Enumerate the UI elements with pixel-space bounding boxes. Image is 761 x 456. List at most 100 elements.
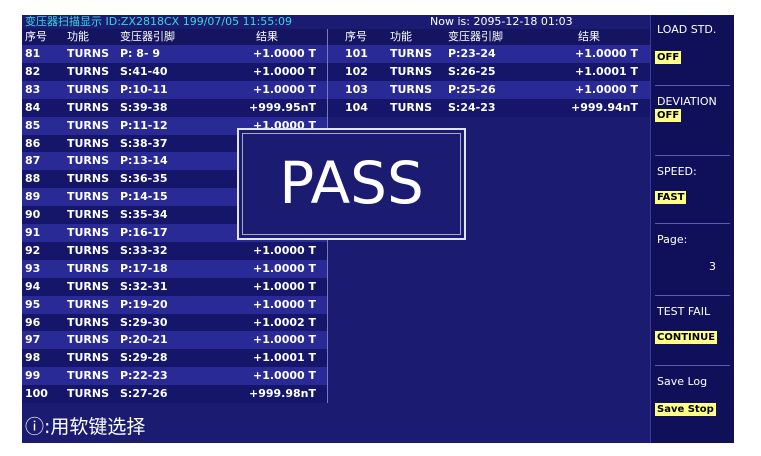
function: TURNS (67, 118, 110, 132)
row-stripe (22, 385, 327, 404)
pin: P:19-20 (120, 297, 168, 311)
row-stripe (22, 367, 327, 386)
row-stripe (328, 80, 650, 99)
step-no: 95 (25, 297, 41, 311)
pin: S:41-40 (120, 64, 168, 78)
row-stripe (22, 62, 327, 81)
column-header: 结果 (578, 30, 600, 43)
function: TURNS (390, 47, 433, 60)
step-no: 104 (345, 100, 368, 114)
pin: P:10-11 (120, 82, 168, 96)
row-stripe (22, 241, 327, 260)
function: TURNS (390, 82, 433, 96)
step-no: 100 (25, 387, 48, 401)
softkey-button[interactable]: Save Stop (655, 403, 716, 416)
softkey-button[interactable]: OFF (655, 51, 682, 64)
pin: P:20-21 (120, 333, 168, 347)
result: +1.0000 T (253, 369, 316, 383)
pin: S:33-32 (120, 243, 168, 257)
pin: P:23-24 (448, 47, 496, 60)
row-stripe (22, 277, 327, 296)
result: +1.0000 T (253, 47, 316, 60)
step-no: 83 (25, 82, 41, 96)
function: TURNS (67, 47, 110, 60)
step-no: 89 (25, 190, 41, 204)
result: +1.0000 T (253, 64, 316, 78)
step-no: 96 (25, 315, 41, 329)
step-no: 82 (25, 64, 41, 78)
result: +1.0001 T (253, 351, 316, 365)
column-header: 结果 (256, 30, 278, 43)
softkey-separator (655, 223, 730, 224)
softkey-button[interactable]: OFF (655, 109, 682, 122)
pin: S:38-37 (120, 136, 168, 150)
function: TURNS (67, 315, 110, 329)
softkey-label: LOAD STD. (657, 23, 717, 36)
result: +999.98nT (249, 387, 316, 401)
pin: S:29-28 (120, 351, 168, 365)
pin: S:32-31 (120, 279, 168, 293)
function: TURNS (390, 64, 433, 78)
softkey-label: Page: (657, 233, 688, 246)
row-stripe (22, 98, 327, 117)
function: TURNS (67, 279, 110, 293)
step-no: 94 (25, 279, 41, 293)
function: TURNS (390, 100, 433, 114)
result: +1.0002 T (253, 315, 316, 329)
column-header: 功能 (390, 30, 412, 43)
step-no: 85 (25, 118, 41, 132)
result: +999.95nT (249, 100, 316, 114)
pin: P:11-12 (120, 118, 168, 132)
result: +1.0000 T (253, 279, 316, 293)
row-stripe (328, 45, 650, 63)
softkey-separator (655, 365, 730, 366)
function: TURNS (67, 100, 110, 114)
step-no: 84 (25, 100, 41, 114)
page-number: 3 (709, 260, 716, 273)
pass-text: PASS (279, 149, 424, 217)
softkey-separator (655, 295, 730, 296)
pin: S:26-25 (448, 64, 496, 78)
softkey-button[interactable]: FAST (655, 191, 687, 204)
pin: P:16-17 (120, 226, 168, 239)
step-no: 87 (25, 154, 41, 168)
column-header: 序号 (345, 30, 367, 43)
function: TURNS (67, 190, 110, 204)
pin: S:27-26 (120, 387, 168, 401)
step-no: 99 (25, 369, 41, 383)
result: +1.0000 T (253, 243, 316, 257)
function: TURNS (67, 243, 110, 257)
softkey-button[interactable]: CONTINUE (655, 331, 718, 344)
function: TURNS (67, 226, 110, 239)
step-no: 92 (25, 243, 41, 257)
pin: S:35-34 (120, 208, 168, 222)
column-header: 序号 (25, 30, 47, 43)
softkey-label: TEST FAIL (657, 305, 711, 318)
function: TURNS (67, 208, 110, 222)
row-stripe (328, 98, 650, 117)
pin: S:36-35 (120, 172, 168, 186)
step-no: 97 (25, 333, 41, 347)
softkey-label: Save Log (657, 375, 708, 388)
result: +1.0001 T (575, 64, 638, 78)
softkey-separator (655, 155, 730, 156)
result: +1.0000 T (575, 82, 638, 96)
main-panel: 变压器扫描显示 ID:ZX2818CX 199/07/05 11:55:09 No… (22, 15, 650, 443)
pin: S:24-23 (448, 100, 496, 114)
pin: P:22-23 (120, 369, 168, 383)
function: TURNS (67, 261, 110, 275)
pin: S:29-30 (120, 315, 168, 329)
step-no: 90 (25, 208, 41, 222)
step-no: 101 (345, 47, 368, 60)
function: TURNS (67, 64, 110, 78)
function: TURNS (67, 82, 110, 96)
row-stripe (22, 313, 327, 332)
step-no: 88 (25, 172, 41, 186)
softkey-panel: LOAD STD. OFF DEVIATION OFF SPEED: FAST Page: 3… (650, 15, 734, 443)
row-stripe (328, 62, 650, 81)
pin: S:39-38 (120, 100, 168, 114)
result: +1.0000 T (575, 47, 638, 60)
softkey-label: DEVIATION (657, 95, 717, 108)
softkey-label: SPEED: (657, 165, 697, 178)
